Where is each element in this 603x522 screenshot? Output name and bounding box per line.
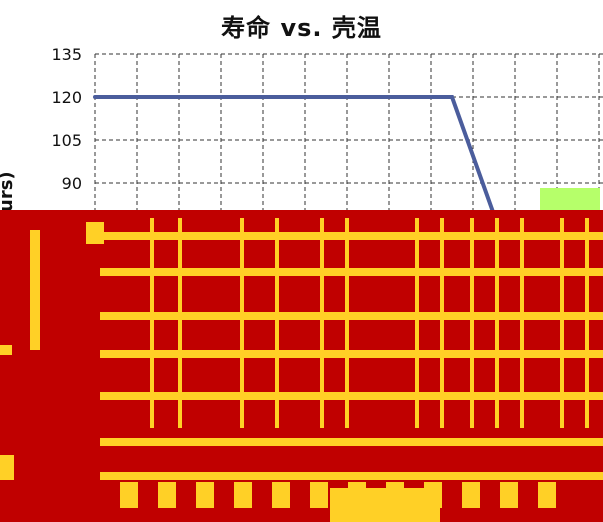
noise-bottom-block-0 (120, 482, 138, 508)
noise-horizontal-strip-4 (100, 392, 603, 400)
noise-bottom-center-block (330, 488, 440, 522)
noise-vertical-strip-2 (240, 218, 244, 428)
noise-horizontal-strip-3 (100, 350, 603, 358)
corrupted-patch (540, 188, 600, 210)
noise-horizontal-strip-0 (100, 232, 603, 240)
noise-bottom-block-1 (158, 482, 176, 508)
noise-horizontal-strip-2 (100, 312, 603, 320)
noise-horizontal-strip-5 (100, 438, 603, 446)
noise-bottom-block-3 (234, 482, 252, 508)
series-line (93, 95, 500, 228)
noise-vertical-strip-10 (520, 218, 524, 428)
noise-bottom-block-11 (538, 482, 556, 508)
noise-vertical-strip-12 (585, 218, 589, 428)
noise-vertical-strip-8 (470, 218, 474, 428)
corrupted-region (0, 210, 603, 522)
noise-horizontal-strip-6 (100, 472, 603, 480)
noise-vertical-strip-7 (440, 218, 444, 428)
chart-title: 寿命 vs. 壳温 (221, 14, 382, 42)
noise-bottom-block-9 (462, 482, 480, 508)
noise-bottom-block-2 (196, 482, 214, 508)
noise-vertical-strip-5 (345, 218, 349, 428)
noise-vertical-strip-4 (320, 218, 324, 428)
y-tick-label-3: 90 (62, 174, 82, 193)
noise-bottom-block-5 (310, 482, 328, 508)
noise-vertical-strip-11 (560, 218, 564, 428)
noise-left-block-2 (0, 345, 12, 355)
noise-bottom-block-10 (500, 482, 518, 508)
y-tick-label-2: 105 (51, 131, 82, 150)
noise-vertical-strip-3 (275, 218, 279, 428)
noise-vertical-strip-0 (150, 218, 154, 428)
noise-left-block-0 (30, 230, 40, 350)
y-axis-label: urs) (0, 171, 17, 212)
noise-vertical-strip-6 (415, 218, 419, 428)
y-tick-labels: 135 120 105 90 (51, 45, 82, 193)
noise-bottom-block-4 (272, 482, 290, 508)
y-tick-label-1: 120 (51, 88, 82, 107)
noise-vertical-strip-1 (178, 218, 182, 428)
noise-left-block-3 (0, 455, 14, 480)
grid-lines (94, 53, 603, 220)
y-tick-label-0: 135 (51, 45, 82, 64)
noise-horizontal-strip-1 (100, 268, 603, 276)
noise-vertical-strip-9 (495, 218, 499, 428)
noise-left-block-1 (86, 222, 104, 244)
